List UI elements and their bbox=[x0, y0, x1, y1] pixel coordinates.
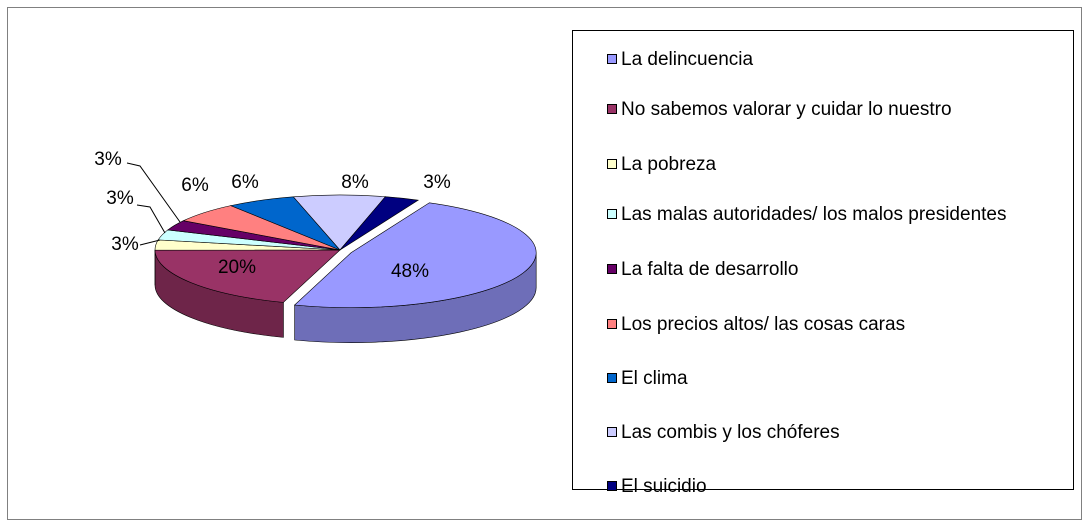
data-label: 3% bbox=[106, 188, 134, 209]
legend-label: No sabemos valorar y cuidar lo nuestro bbox=[621, 99, 952, 120]
legend-swatch bbox=[607, 319, 617, 329]
chart-frame bbox=[7, 7, 1082, 520]
legend-label: Las malas autoridades/ los malos preside… bbox=[621, 204, 1007, 225]
pie-chart: 48% 20% 3% 3% 3% 6% 6% 8% 3% bbox=[94, 149, 537, 343]
slice bbox=[292, 194, 386, 251]
legend: La delincuencia No sabemos valorar y cuid… bbox=[572, 30, 1074, 497]
leader-line bbox=[139, 239, 161, 246]
legend-swatch bbox=[607, 481, 617, 491]
legend-label: Las combis y los chóferes bbox=[621, 422, 840, 443]
data-label: 3% bbox=[423, 172, 451, 193]
data-label: 48% bbox=[391, 261, 429, 282]
legend-label: Los precios altos/ las cosas caras bbox=[621, 314, 906, 335]
legend-swatch bbox=[607, 209, 617, 219]
legend-swatch bbox=[607, 427, 617, 437]
legend-label: La pobreza bbox=[621, 154, 717, 175]
slice bbox=[293, 202, 537, 308]
leader-line bbox=[126, 162, 181, 223]
data-label: 6% bbox=[231, 172, 259, 193]
legend-swatch bbox=[607, 373, 617, 383]
legend-label: La delincuencia bbox=[621, 49, 754, 70]
legend-label: El suicidio bbox=[621, 476, 707, 497]
data-label: 6% bbox=[181, 175, 209, 196]
slice bbox=[339, 196, 420, 251]
data-label: 3% bbox=[111, 234, 139, 255]
leader-line bbox=[136, 204, 166, 234]
data-label: 20% bbox=[218, 257, 256, 278]
legend-label: El clima bbox=[621, 368, 688, 389]
legend-swatch bbox=[607, 104, 617, 114]
data-label: 8% bbox=[341, 172, 369, 193]
legend-swatch bbox=[607, 264, 617, 274]
pie-tops bbox=[154, 194, 537, 308]
legend-label: La falta de desarrollo bbox=[621, 259, 799, 280]
legend-swatch bbox=[607, 54, 617, 64]
slice bbox=[154, 249, 341, 303]
legend-swatch bbox=[607, 159, 617, 169]
data-label: 3% bbox=[94, 149, 122, 170]
